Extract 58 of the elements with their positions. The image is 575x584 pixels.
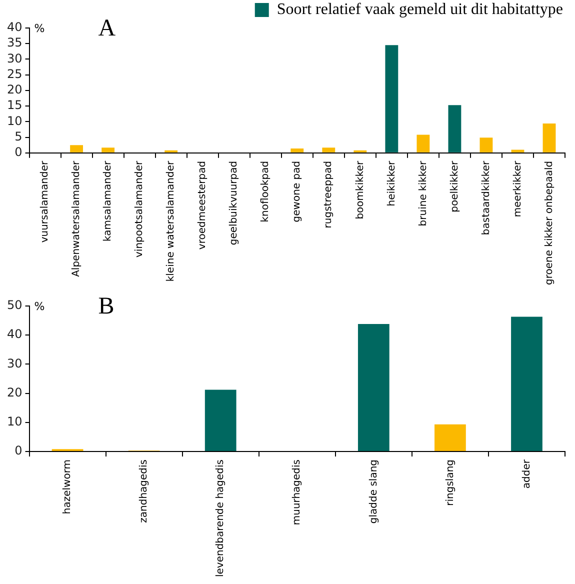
y-tick-label: 0 [14,444,22,458]
x-tick-label: geelbuikvuurpad [228,160,240,246]
bar [511,316,542,451]
bar [102,148,115,152]
x-tick-label: gladde slang [368,459,380,524]
bar [358,324,390,451]
y-tick-label: 10 [6,414,22,429]
y-tick-label: 50 [6,298,22,312]
x-tick-label: heikikker [386,160,398,206]
y-tick-label: 0 [14,145,22,160]
x-tick-label: poelkikker [449,160,460,212]
x-tick-label: gewone pad [292,160,303,222]
x-tick-label: rugstreeppad [323,160,334,228]
x-tick-label: adder [521,458,532,489]
x-tick-label: groene kikker onbepaald [544,160,555,286]
bar [70,145,83,152]
chart-title: A [98,15,116,42]
y-tick-label: 20 [6,385,22,400]
x-tick-label: knoflookpad [260,160,272,222]
chart-title: B [98,293,114,320]
x-tick-label: bruine kikker [418,160,429,226]
y-tick-label: 35 [6,36,22,50]
x-tick-label: meerkikker [512,160,524,218]
bar [480,138,493,152]
y-axis-title: % [34,300,45,313]
bar [416,134,430,152]
bar [322,148,336,152]
y-tick-label: 30 [6,356,22,370]
x-tick-label: vinpootsalamander [134,160,146,258]
x-tick-label: hazelworm [62,459,74,514]
x-tick-label: vuursalamander [40,160,51,243]
y-tick-label: 40 [6,327,22,342]
x-tick-label: bastaardkikker [480,160,492,236]
x-tick-label: vroedmeesterpad [197,160,208,250]
bar [448,105,462,152]
y-tick-label: 25 [6,66,22,81]
x-tick-label: zandhagedis [138,459,150,523]
bar [434,424,466,451]
x-tick-label: kamsalamander [102,160,114,242]
y-tick-label: 20 [6,82,22,97]
legend-label: Soort relatief vaak gemeld uit dit habitattype [276,1,564,18]
bar [385,45,398,152]
bar [542,124,556,152]
x-tick-label: muurhagedis [292,459,303,526]
x-tick-label: levendbarende hagedis [215,459,226,578]
x-tick-label: boomkikker [354,160,366,220]
y-tick-label: 40 [6,20,22,34]
x-tick-label: ringslang [444,459,456,506]
y-tick-label: 30 [6,51,22,66]
y-axis-title: % [34,22,45,35]
y-tick-label: 10 [6,114,22,128]
y-tick-label: 5 [14,129,22,144]
bar [290,148,304,152]
bar [511,150,524,152]
y-tick-label: 15 [6,98,22,112]
bar [204,390,236,451]
x-tick-label: kleine watersalamander [166,160,177,282]
x-tick-label: Alpenwatersalamander [71,160,82,277]
